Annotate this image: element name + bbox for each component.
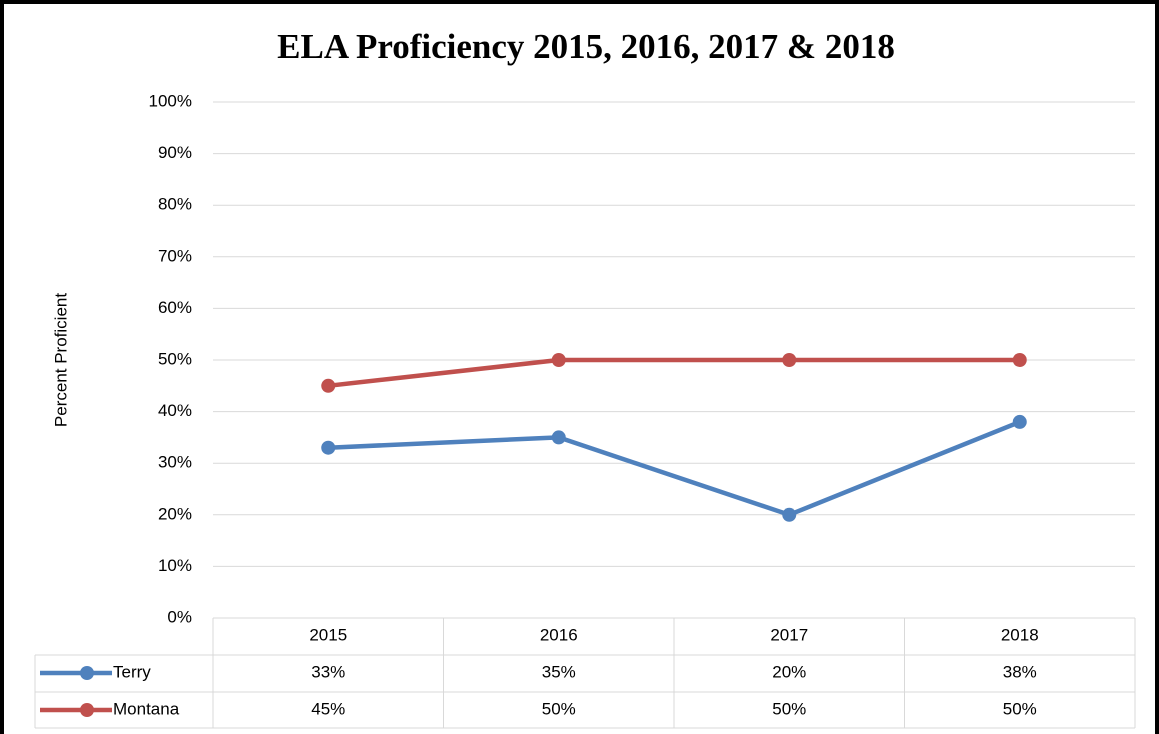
data-point [782,353,797,367]
data-label: 50% [1003,699,1037,718]
y-tick-label: 0% [167,607,192,626]
y-tick-label: 30% [158,453,192,472]
series-line [328,419,1021,518]
y-tick-label: 100% [149,91,192,110]
y-tick-label: 80% [158,195,192,214]
y-tick-label: 60% [158,298,192,317]
data-label: 35% [542,662,576,681]
legend-key-marker [80,666,94,680]
x-tick-label: 2015 [309,625,347,644]
data-point [551,353,566,367]
y-tick-label: 70% [158,246,192,265]
series-line [327,357,1020,389]
data-point [321,440,336,455]
x-tick-label: 2016 [540,625,578,644]
data-point [782,507,797,522]
y-tick-label: 20% [158,504,192,523]
x-tick-label: 2018 [1001,625,1039,644]
y-tick-label: 40% [158,401,192,420]
data-point [551,430,566,445]
legend-key-marker [80,703,94,717]
chart-title: ELA Proficiency 2015, 2016, 2017 & 2018 [277,27,895,66]
data-label: 20% [772,662,806,681]
data-point [321,378,336,393]
legend-label: Terry [113,662,151,681]
y-tick-label: 10% [158,556,192,575]
legend-label: Montana [113,699,180,718]
data-label: 33% [311,662,345,681]
data-point [1012,353,1027,367]
data-label: 50% [772,699,806,718]
y-tick-label: 90% [158,143,192,162]
y-axis-label: Percent Proficient [51,293,70,427]
y-tick-label: 50% [158,349,192,368]
data-point [1012,414,1027,429]
data-label: 50% [542,699,576,718]
x-tick-label: 2017 [770,625,808,644]
data-label: 38% [1003,662,1037,681]
data-label: 45% [311,699,345,718]
